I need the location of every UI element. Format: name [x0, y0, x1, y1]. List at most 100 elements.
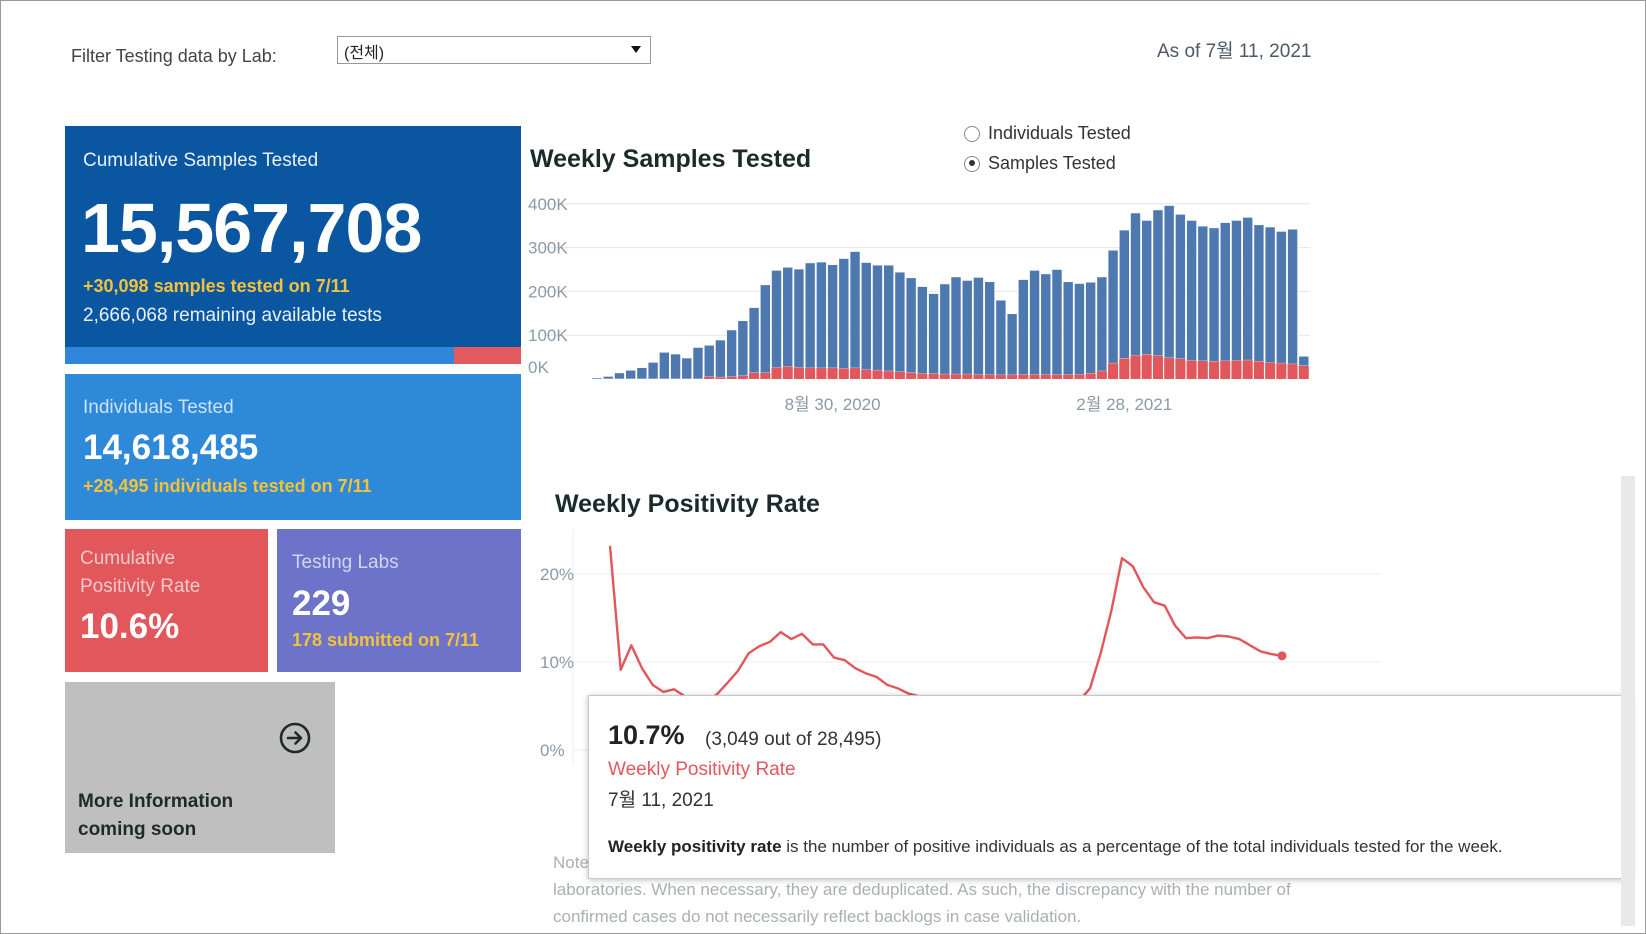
individuals-value: 14,618,485	[83, 428, 259, 467]
note-line-1: Note	[553, 853, 589, 872]
tooltip-definition-text: is the number of positive individuals as…	[781, 837, 1503, 856]
bar-positive	[1298, 365, 1309, 379]
weekly-samples-bar-chart: 400K 300K 200K 100K 0K 8월 30, 2020 2월 28, 2021	[528, 195, 1310, 414]
bar-negative	[1130, 212, 1141, 357]
bar-negative	[647, 362, 659, 380]
samples-today: +30,098 samples tested on 7/11	[83, 276, 350, 296]
bar-negative	[715, 339, 726, 378]
bar-negative	[1141, 220, 1153, 355]
bar-negative	[636, 367, 648, 380]
bar-negative	[1186, 220, 1197, 361]
remaining-tests-progress-bar	[65, 347, 521, 364]
more-information-card[interactable]: More Information coming soon	[65, 682, 335, 853]
note-line-2: laboratories. When necessary, they are d…	[553, 880, 1291, 899]
bar-positive	[793, 367, 804, 379]
bar-positive	[1287, 364, 1298, 379]
x-tick-label: 8월 30, 2020	[785, 395, 881, 414]
radio-dot-individuals	[964, 125, 980, 142]
progress-fill	[65, 347, 455, 364]
bar-positive	[827, 368, 838, 379]
bar-negative	[827, 264, 838, 369]
positivity-tooltip: 10.7% (3,049 out of 28,495) Weekly Posit…	[588, 695, 1632, 879]
bar-positive	[939, 374, 950, 379]
bar-negative	[1163, 205, 1175, 359]
bar-positive	[962, 374, 973, 379]
bar-negative	[748, 307, 760, 374]
radio-samples-tested[interactable]: Samples Tested	[964, 153, 1116, 174]
bar-negative	[905, 277, 917, 374]
bar-positive	[704, 376, 715, 379]
bar-positive	[1074, 374, 1085, 379]
bar-positive	[1265, 362, 1276, 379]
arrow-right-circle-icon[interactable]	[279, 722, 311, 754]
bar-negative	[894, 271, 906, 373]
y-tick-label: 100K	[528, 326, 568, 345]
weekly-samples-title: Weekly Samples Tested	[530, 145, 812, 173]
bar-negative	[670, 353, 681, 380]
bar-negative	[1118, 229, 1130, 359]
bar-positive	[1085, 373, 1096, 379]
bar-negative	[1040, 273, 1052, 375]
positivity-title: Cumulative Positivity Rate	[80, 548, 201, 597]
testing-labs-card: Testing Labs 229 178 submitted on 7/11	[277, 529, 521, 672]
positivity-line	[608, 545, 1283, 715]
vertical-scrollbar[interactable]	[1621, 476, 1635, 926]
bar-positive	[715, 377, 726, 379]
bar-negative	[591, 377, 603, 380]
bar-negative	[961, 280, 973, 375]
bar-positive	[1029, 374, 1040, 379]
radio-label-samples: Samples Tested	[988, 153, 1116, 173]
bar-positive	[894, 371, 905, 379]
bar-positive	[973, 374, 984, 379]
labs-value: 229	[292, 584, 351, 623]
bar-negative	[1062, 281, 1074, 375]
y-tick-label: 20%	[540, 565, 574, 584]
remaining-tests: 2,666,068 remaining available tests	[83, 305, 382, 326]
bar-positive	[782, 366, 793, 379]
bar-positive	[1186, 360, 1197, 379]
y-tick-label: 10%	[540, 653, 574, 672]
bar-negative	[883, 264, 895, 372]
bar-negative	[759, 284, 771, 374]
bar-negative	[1074, 283, 1085, 375]
bar-positive	[760, 372, 771, 379]
bar-negative	[726, 329, 737, 378]
bar-positive	[1108, 363, 1119, 379]
y-tick-label: 0%	[540, 741, 565, 760]
labs-title: Testing Labs	[292, 552, 399, 573]
bar-negative	[1152, 209, 1164, 357]
lab-filter-value: (전체)	[344, 45, 385, 62]
bar-negative	[917, 286, 928, 375]
filter-label: Filter Testing data by Lab:	[71, 46, 277, 66]
bar-positive	[928, 373, 939, 379]
bar-positive	[1220, 361, 1231, 379]
bar-negative	[625, 369, 636, 380]
bar-positive	[1018, 374, 1029, 379]
bar-positive	[917, 373, 928, 379]
bar-negative	[1175, 213, 1186, 360]
bar-negative	[1208, 227, 1220, 362]
bar-negative	[973, 277, 984, 375]
tooltip-date: 7월 11, 2021	[608, 790, 714, 811]
radio-dot-samples	[964, 155, 980, 172]
bar-positive	[737, 375, 748, 379]
bar-negative	[1219, 222, 1231, 362]
lab-filter-select[interactable]: (전체)	[337, 36, 651, 64]
bar-negative	[692, 347, 704, 380]
radio-individuals-tested[interactable]: Individuals Tested	[964, 123, 1131, 144]
bar-positive	[1096, 371, 1107, 379]
bar-negative	[782, 266, 794, 368]
bar-negative	[860, 262, 872, 371]
bar-negative	[793, 268, 805, 368]
last-point-marker	[1277, 651, 1287, 661]
bar-negative	[771, 270, 782, 368]
bar-negative	[1264, 226, 1276, 364]
bar-positive	[984, 374, 995, 379]
more-information-label: More Information coming soon	[78, 791, 234, 840]
bar-positive	[771, 367, 782, 379]
bar-negative	[1231, 220, 1242, 361]
bar-negative	[838, 258, 850, 369]
bar-negative	[1242, 217, 1254, 361]
cumulative-samples-card: Cumulative Samples Tested 15,567,708 +30…	[65, 126, 521, 347]
tooltip-percentage: 10.7%	[608, 720, 685, 750]
